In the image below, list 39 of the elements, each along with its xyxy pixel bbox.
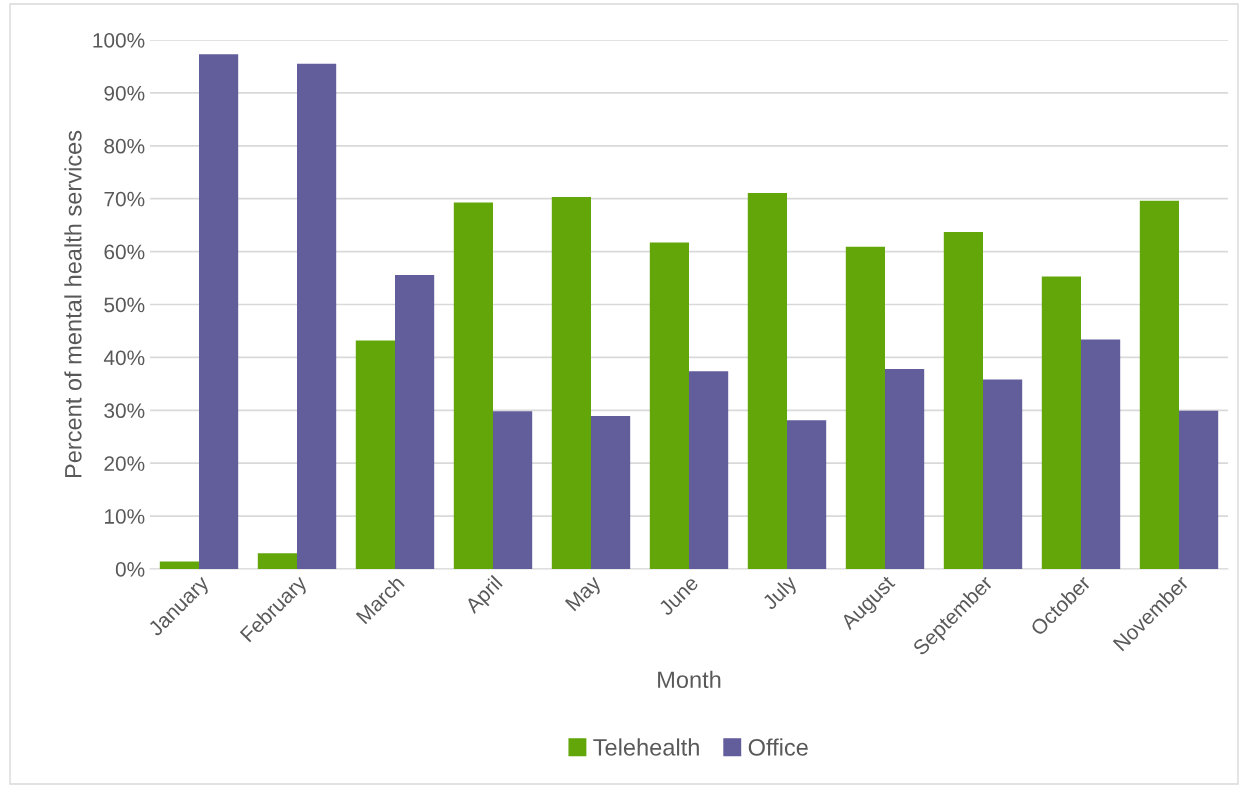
y-tick-label: 40% [103,350,145,366]
legend-label: Office [748,738,808,756]
bar [845,246,885,569]
bar [395,274,435,569]
y-axis-title: Percent of mental health services [64,130,82,478]
bar [199,54,239,569]
x-axis-title: Month [658,670,721,689]
bar [551,197,591,569]
x-tick-label: May [564,574,605,615]
y-tick-label: 30% [104,403,145,419]
bar [1081,339,1121,569]
bar [885,369,925,569]
bar [159,561,199,569]
bar [591,416,631,569]
bar [689,371,729,569]
y-tick-label: 10% [105,509,145,524]
y-tick-label: 70% [104,191,145,207]
y-tick-label: 50% [104,297,145,313]
bar [1179,410,1219,569]
bar [453,202,493,569]
bar [297,63,337,569]
bar [983,379,1023,569]
y-tick-label: 60% [104,244,145,260]
bar [747,192,787,569]
y-tick-label: 80% [104,138,145,154]
legend-label: Telehealth [593,738,699,756]
x-tick-label: July [761,573,801,614]
y-tick-label: 0% [115,562,145,577]
bar [943,232,983,569]
y-tick-label: 100% [93,33,145,48]
bar [649,242,689,569]
y-tick-label: 20% [104,456,145,471]
bar [1139,200,1179,569]
bar [1041,276,1081,569]
y-tick-label: 90% [104,85,145,101]
bar [257,553,297,569]
bar [493,411,533,569]
bar [355,340,395,569]
bar [787,420,827,569]
